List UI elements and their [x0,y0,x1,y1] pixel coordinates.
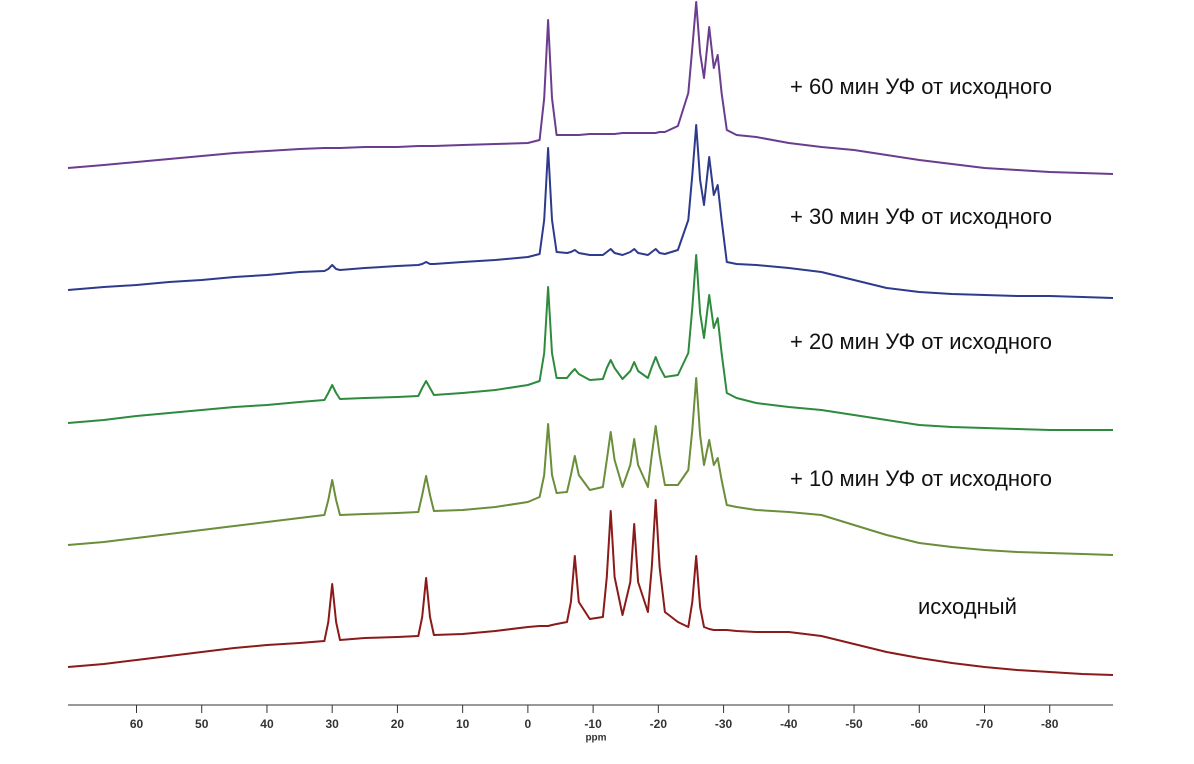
x-tick-label: 0 [525,717,532,731]
series-label: исходный [918,594,1017,619]
x-tick-label: 10 [456,717,470,731]
x-tick-label: -50 [845,717,863,731]
x-tick-label: 30 [326,717,340,731]
series-label: + 10 мин УФ от исходного [790,466,1052,491]
spectrum-line [67,377,1114,556]
spectrum-line [67,124,1114,299]
x-tick-label: -10 [584,717,602,731]
series-label: + 60 мин УФ от исходного [790,74,1052,99]
x-tick-label: -60 [911,717,929,731]
spectrum-line [67,499,1114,676]
x-tick-label: 60 [130,717,144,731]
x-axis-label: ppm [585,733,606,744]
x-tick-label: -40 [780,717,798,731]
x-tick-label: 40 [260,717,274,731]
x-tick-label: -80 [1041,717,1059,731]
spectrum-line [67,1,1114,175]
x-tick-label: 50 [195,717,209,731]
x-tick-label: 20 [391,717,405,731]
x-tick-label: -20 [650,717,668,731]
series-label: + 30 мин УФ от исходного [790,204,1052,229]
x-tick-label: -70 [976,717,994,731]
spectrum-line [67,254,1113,431]
series-label: + 20 мин УФ от исходного [790,329,1052,354]
x-tick-label: -30 [715,717,733,731]
